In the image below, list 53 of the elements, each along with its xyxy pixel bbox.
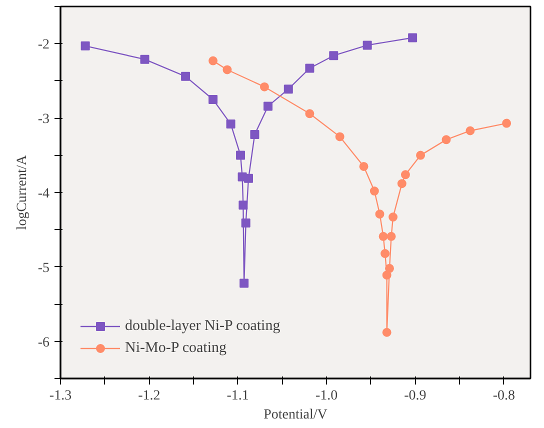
point xyxy=(442,135,451,144)
point xyxy=(466,126,475,136)
point xyxy=(359,162,368,171)
y-axis-title: logCurrent/A xyxy=(14,154,30,230)
x-tick-label: -1.1 xyxy=(226,388,249,404)
x-tick-label: -0.8 xyxy=(492,388,515,404)
point xyxy=(222,65,232,74)
point xyxy=(502,118,512,128)
point xyxy=(388,212,398,222)
point xyxy=(181,72,190,81)
point xyxy=(264,102,273,111)
x-tick-label: -1.2 xyxy=(138,388,160,404)
point xyxy=(386,232,396,241)
point xyxy=(382,270,392,280)
point xyxy=(335,132,344,142)
point xyxy=(397,179,406,188)
point xyxy=(208,56,218,66)
legend-label: double-layer Ni-P coating xyxy=(125,318,280,334)
y-tick-label: -6 xyxy=(38,335,50,350)
point xyxy=(260,82,269,92)
y-tick-label: -3 xyxy=(38,112,50,128)
y-tick-label: -4 xyxy=(38,186,50,202)
point xyxy=(375,210,384,219)
point xyxy=(370,186,379,196)
point xyxy=(380,249,390,258)
point xyxy=(382,328,392,337)
point xyxy=(385,264,394,273)
point xyxy=(80,41,90,50)
point xyxy=(250,130,260,139)
point xyxy=(408,33,418,42)
point xyxy=(244,174,253,183)
point xyxy=(362,40,372,50)
legend-label: Ni-Mo-P coating xyxy=(125,340,227,356)
point xyxy=(238,200,248,210)
point xyxy=(284,84,293,94)
point xyxy=(208,95,218,104)
y-tick-label: -2 xyxy=(38,38,50,53)
y-tick-label: -5 xyxy=(38,260,50,276)
x-tick-label: -1.0 xyxy=(315,388,338,404)
point xyxy=(329,51,338,60)
point xyxy=(240,278,249,288)
point xyxy=(305,64,314,73)
point xyxy=(226,120,236,129)
x-tick-label: -1.3 xyxy=(49,388,72,404)
x-axis-title: Potential/V xyxy=(264,408,328,422)
point xyxy=(241,218,250,228)
point xyxy=(140,54,150,64)
point xyxy=(400,170,410,180)
x-tick-label: -0.9 xyxy=(404,388,426,404)
point xyxy=(416,150,426,160)
point xyxy=(236,150,246,160)
point xyxy=(378,232,388,241)
point xyxy=(305,109,314,118)
